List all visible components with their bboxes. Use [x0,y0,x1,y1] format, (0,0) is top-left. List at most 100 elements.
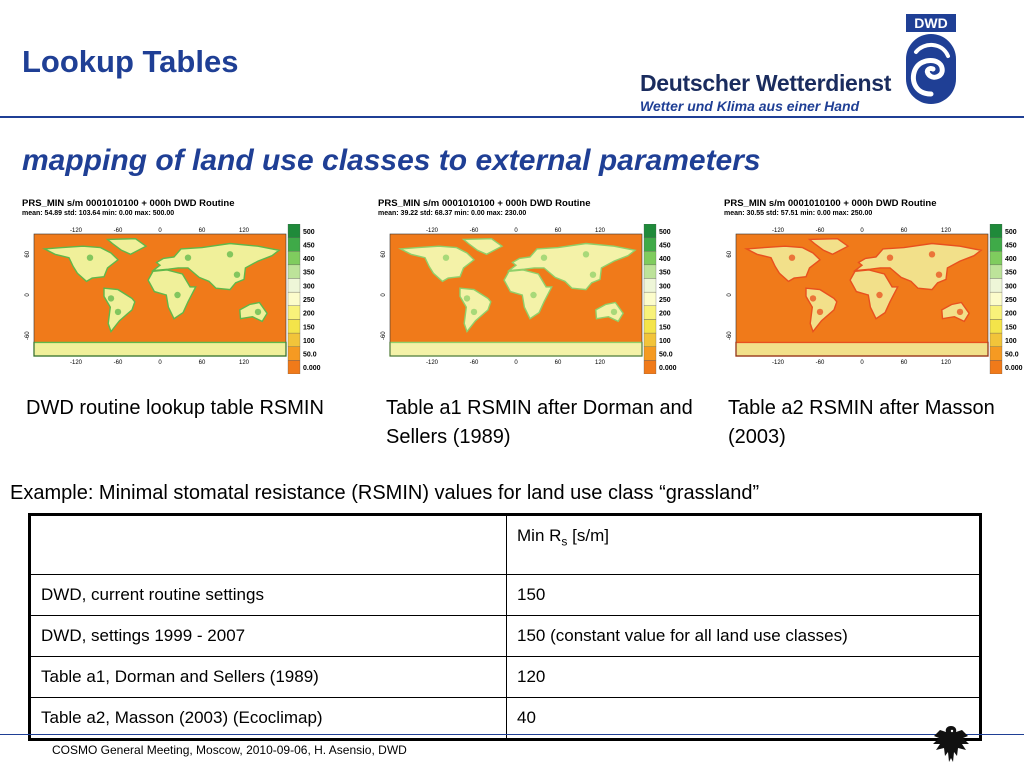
colorbar-swatch [287,305,301,320]
colorbar-label: 250 [303,297,315,304]
colorbar-label: 500 [1005,229,1017,236]
footer-rule [0,734,1024,735]
map-value-patch [582,251,590,258]
map-lon-tick: 120 [595,360,606,366]
header-unit: [s/m] [567,526,609,545]
brand-tagline: Wetter und Klima aus einer Hand [640,98,860,114]
dwd-logo: DWD [896,12,964,106]
colorbar-swatch [989,319,1003,334]
table-header-min-rs: Min Rs [s/m] [506,514,981,575]
colorbar-label: 200 [1005,311,1017,318]
map-value-patch [254,308,262,316]
map-lon-tick: -60 [816,228,825,234]
colorbar-label: 0.000 [659,365,677,372]
map-header: PRS_MIN s/m 0001010100 + 000h DWD Routin… [724,198,937,217]
colorbar-swatch [989,292,1003,306]
map-lon-tick: 60 [901,228,908,234]
map-lat-tick: 0 [381,293,387,297]
colorbar-swatch [643,305,657,320]
map-lon-tick: -120 [70,360,83,366]
colorbar-swatch [287,237,301,252]
colorbar-label: 0.000 [303,365,321,372]
map-landmass [743,245,822,283]
colorbar-label: 450 [303,243,315,250]
caption-dwd-routine: DWD routine lookup table RSMIN [26,397,324,419]
colorbar-swatch [643,292,657,306]
map-value-patch [233,271,241,278]
map-landmass [849,269,899,320]
federal-eagle-icon [933,726,969,762]
map-landmass [389,341,643,357]
map-lon-tick: 120 [239,228,250,234]
map-lon-tick: 0 [514,228,518,234]
colorbar-swatch [989,264,1003,279]
table-cell-label: Table a1, Dorman and Sellers (1989) [29,656,507,698]
map-value-patch [114,308,122,316]
table-cell-label: DWD, settings 1999 - 2007 [29,615,507,657]
map-landmass [503,269,553,320]
map-landmass [239,301,268,323]
map-lon-tick: 120 [941,228,952,234]
colorbar-label: 400 [659,256,671,263]
map-landmass [33,341,287,357]
map-lon-tick: -60 [470,360,479,366]
map-value-patch [470,308,478,316]
colorbar-label: 150 [303,324,315,331]
map-lon-tick: -120 [772,360,785,366]
map-panel-dwd-routine: PRS_MIN s/m 0001010100 + 000h DWD Routin… [20,198,332,376]
map-figure: -120 -120 -60 -60 0 0 60 60 120 120 60 0 -60 500 450 40… [25,224,321,374]
colorbar-swatch [643,264,657,279]
map-lon-tick: 60 [555,360,562,366]
rsmin-table: Min Rs [s/m] DWD, current routine settin… [28,513,982,741]
map-lon-tick: 60 [901,360,908,366]
map-lon-tick: 60 [199,228,206,234]
colorbar-label: 350 [303,270,315,277]
map-landmass [852,242,983,291]
colorbar-swatch [989,251,1003,266]
map-stats: mean: 30.55 std: 57.51 min: 0.00 max: 25… [724,210,873,217]
table-header-empty [29,514,507,575]
colorbar-label: 400 [1005,256,1017,263]
map-value-patch [816,308,824,316]
colorbar-label: 50.0 [1005,352,1019,359]
map-value-patch [174,291,181,299]
colorbar-label: 200 [303,311,315,318]
map-lon-tick: 0 [158,360,162,366]
map-header: PRS_MIN s/m 0001010100 + 000h DWD Routin… [22,198,235,217]
map-lat-tick: -60 [727,331,733,340]
colorbar-swatch [287,319,301,334]
table-cell-value: 40 [506,697,981,740]
colorbar-swatch [989,360,1003,374]
map-landmass [735,341,989,357]
map-header: PRS_MIN s/m 0001010100 + 000h DWD Routin… [378,198,591,217]
map-lat-tick: 0 [25,293,31,297]
colorbar-swatch [643,237,657,252]
example-text: Example: Minimal stomatal resistance (RS… [10,482,760,504]
table-cell-value: 150 [506,574,981,616]
map-lon-tick: 120 [239,360,250,366]
map-value-patch [928,251,936,258]
map-lon-tick: 0 [860,228,864,234]
table-row: Table a2, Masson (2003) (Ecoclimap) 40 [29,697,981,740]
colorbar-swatch [643,251,657,266]
brand-block: Deutscher Wetterdienst Wetter und Klima … [640,70,891,114]
map-value-patch [226,251,234,258]
map-value-patch [463,295,471,302]
colorbar-swatch [989,332,1003,347]
map-lat-tick: 60 [381,250,387,257]
colorbar-swatch [287,332,301,347]
colorbar-label: 250 [1005,297,1017,304]
map-value-patch [589,271,597,278]
colorbar-label: 250 [659,297,671,304]
map-stats: mean: 54.89 std: 103.64 min: 0.00 max: 5… [22,210,175,217]
colorbar-swatch [643,346,657,361]
colorbar-label: 0.000 [1005,365,1023,372]
table-row: DWD, settings 1999 - 2007 150 (constant … [29,615,981,657]
map-value-patch [86,254,94,261]
map-lon-tick: -60 [470,228,479,234]
map-lon-tick: 120 [595,228,606,234]
colorbar-label: 300 [1005,283,1017,290]
map-lon-tick: 60 [199,360,206,366]
map-value-patch [935,271,943,278]
colorbar-swatch [287,292,301,306]
